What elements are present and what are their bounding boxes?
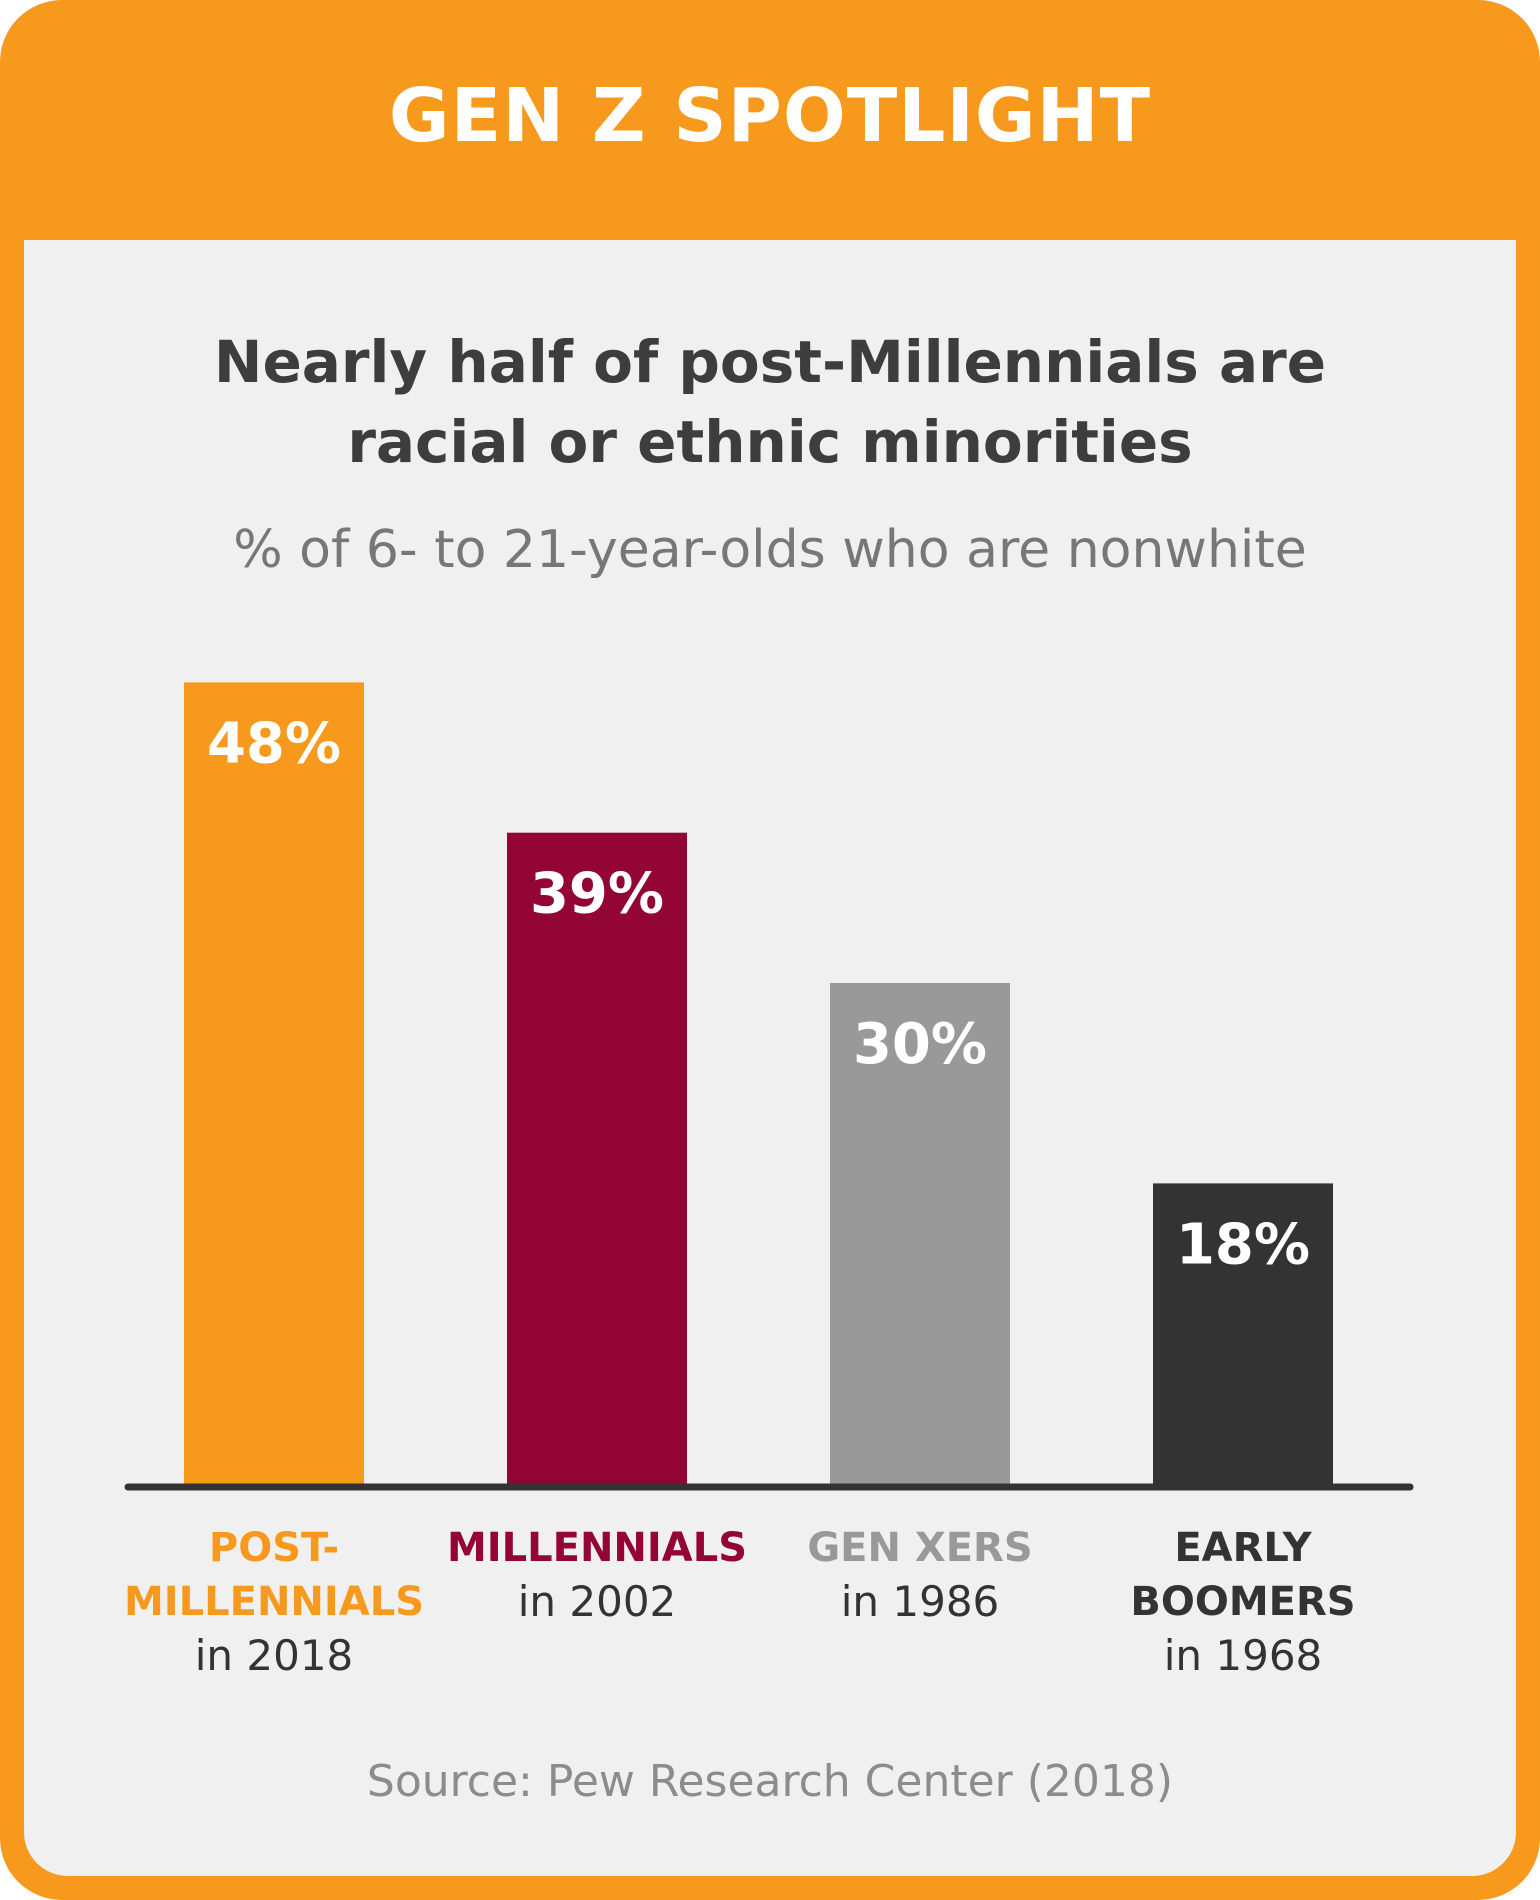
header-title: GEN Z SPOTLIGHT xyxy=(388,73,1152,159)
bar-value-label-1: 48% xyxy=(207,711,341,776)
source-note: Source: Pew Research Center (2018) xyxy=(366,1756,1174,1807)
bar-3 xyxy=(830,983,1010,1484)
bar-4 xyxy=(1153,1183,1333,1484)
bar-value-label-2: 39% xyxy=(530,862,664,927)
category-name-1-line-2: MILLENNIALS xyxy=(123,1579,425,1625)
chart-title-line-2: racial or ethnic minorities xyxy=(347,408,1193,476)
category-year-2: in 2002 xyxy=(517,1577,677,1626)
category-name-1-line-1: POST- xyxy=(208,1525,340,1571)
category-year-3: in 1986 xyxy=(840,1577,1000,1626)
category-name-4-line-1: EARLY xyxy=(1174,1525,1312,1571)
category-name-3-line-1: GEN XERS xyxy=(807,1525,1033,1571)
category-year-1: in 2018 xyxy=(194,1631,354,1680)
bar-value-label-4: 18% xyxy=(1176,1212,1310,1277)
category-name-4-line-2: BOOMERS xyxy=(1130,1579,1356,1625)
chart-title-line-1: Nearly half of post-Millennials are xyxy=(213,328,1327,396)
category-year-4: in 1968 xyxy=(1163,1631,1323,1680)
chart-subtitle: % of 6- to 21-year-olds who are nonwhite xyxy=(233,520,1307,580)
bar-value-label-3: 30% xyxy=(853,1012,987,1077)
category-name-2-line-1: MILLENNIALS xyxy=(446,1525,748,1571)
bar-2 xyxy=(507,832,687,1484)
bar-1 xyxy=(184,682,364,1484)
